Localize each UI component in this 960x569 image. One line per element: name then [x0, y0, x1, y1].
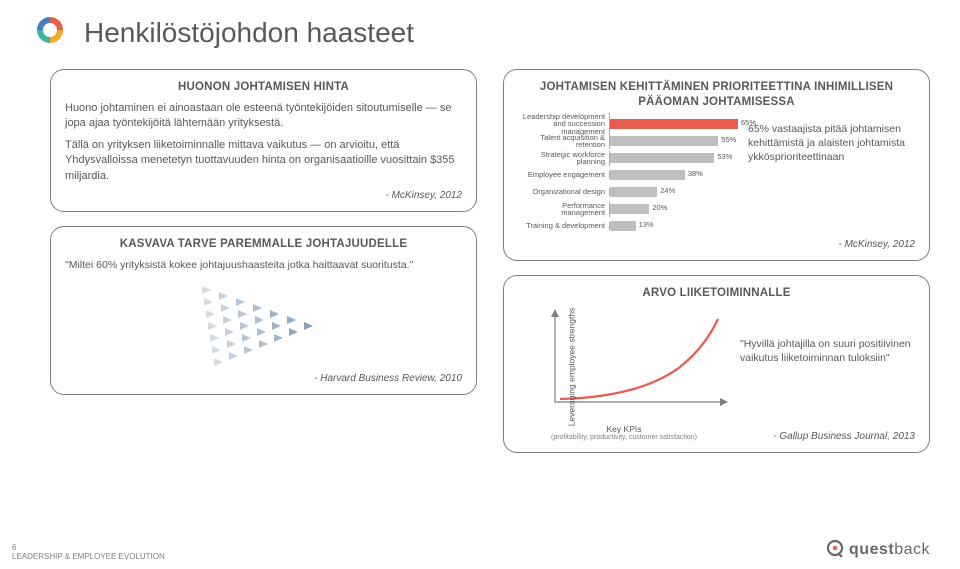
bar-area: 24%	[610, 186, 738, 198]
bar-label: Employee engagement	[518, 171, 610, 179]
curve-chart: Leveraging employee strengths Key KPIs (…	[518, 307, 730, 427]
card-body: Huono johtaminen ei ainoastaan ole estee…	[65, 101, 462, 184]
card-title: JOHTAMISEN KEHITTÄMINEN PRIORITEETTINA I…	[518, 80, 915, 110]
bar-area: 13%	[610, 220, 738, 232]
speech-bubble-icon	[825, 539, 845, 561]
card-title: HUONON JOHTAMISEN HINTA	[65, 80, 462, 95]
right-column: JOHTAMISEN KEHITTÄMINEN PRIORITEETTINA I…	[503, 69, 930, 453]
paragraph: Huono johtaminen ei ainoastaan ole estee…	[65, 101, 462, 132]
bar-label: Organizational design	[518, 188, 610, 196]
bar-value: 53%	[717, 152, 732, 161]
citation: - McKinsey, 2012	[518, 239, 915, 250]
x-axis-sublabel: (profitability, productivity, customer s…	[518, 434, 730, 441]
chart-aside: 65% vastaajista pitää johtamisen kehittä…	[748, 116, 915, 235]
bar	[610, 170, 685, 180]
bar-value: 13%	[639, 220, 654, 229]
citation: - McKinsey, 2012	[65, 190, 462, 201]
bar	[610, 136, 718, 146]
card-priority-barchart: JOHTAMISEN KEHITTÄMINEN PRIORITEETTINA I…	[503, 69, 930, 261]
brand-rest: back	[894, 541, 930, 558]
paragraph: Tällä on yrityksen liiketoiminnalle mitt…	[65, 138, 462, 184]
bar-row: Employee engagement 38%	[518, 167, 738, 184]
logo-ring-icon	[30, 10, 70, 55]
bar-area: 20%	[610, 203, 738, 215]
bar-label: Strategic workforce planning	[518, 151, 610, 167]
bar-label: Talent acquisition & retention	[518, 134, 610, 150]
card-growing-need: KASVAVA TARVE PAREMMALLE JOHTAJUUDELLE "…	[50, 226, 477, 395]
citation: - Harvard Business Review, 2010	[65, 373, 462, 384]
bar-chart: Leadership development and succession ma…	[518, 116, 738, 235]
bar-area: 65%	[610, 118, 738, 130]
bar	[610, 187, 657, 197]
page-title: Henkilöstöjohdon haasteet	[84, 17, 414, 49]
card-title: ARVO LIIKETOIMINNALLE	[518, 286, 915, 301]
bar-value: 65%	[741, 118, 756, 127]
quote-text: "Miltei 60% yrityksistä kokee johtajuush…	[65, 258, 462, 273]
bar-area: 53%	[610, 152, 738, 164]
curve-aside: "Hyvillä johtajilla on suuri positiivine…	[740, 307, 915, 427]
brand-text: questback	[849, 541, 930, 559]
bar-value: 20%	[652, 203, 667, 212]
bar-value: 55%	[721, 135, 736, 144]
bar-label: Training & development	[518, 222, 610, 230]
bar-area: 38%	[610, 169, 738, 181]
page-footer: 6 LEADERSHIP & EMPLOYEE EVOLUTION questb…	[0, 539, 960, 561]
page-header: Henkilöstöjohdon haasteet	[0, 0, 960, 59]
y-axis-label: Leveraging employee strengths	[566, 308, 576, 427]
bar-row: Performance management 20%	[518, 201, 738, 218]
bar-row: Strategic workforce planning 53%	[518, 150, 738, 167]
bar	[610, 119, 738, 129]
bar-area: 55%	[610, 135, 738, 147]
card-title: KASVAVA TARVE PAREMMALLE JOHTAJUUDELLE	[65, 237, 462, 252]
bar	[610, 153, 714, 163]
bar-row: Talent acquisition & retention 55%	[518, 133, 738, 150]
footer-left: 6 LEADERSHIP & EMPLOYEE EVOLUTION	[12, 543, 165, 561]
card-business-value: ARVO LIIKETOIMINNALLE Leveraging employe…	[503, 275, 930, 453]
bar-row: Leadership development and succession ma…	[518, 116, 738, 133]
bar	[610, 204, 649, 214]
footer-tag: LEADERSHIP & EMPLOYEE EVOLUTION	[12, 552, 165, 561]
bar-label: Performance management	[518, 202, 610, 218]
bar-value: 24%	[660, 186, 675, 195]
content-grid: HUONON JOHTAMISEN HINTA Huono johtaminen…	[0, 59, 960, 453]
bar-row: Training & development 13%	[518, 218, 738, 235]
brand-bold: quest	[849, 541, 894, 558]
card-bad-leadership-cost: HUONON JOHTAMISEN HINTA Huono johtaminen…	[50, 69, 477, 212]
bar-value: 38%	[688, 169, 703, 178]
bar	[610, 221, 636, 231]
bar-row: Organizational design 24%	[518, 184, 738, 201]
left-column: HUONON JOHTAMISEN HINTA Huono johtaminen…	[50, 69, 477, 453]
page-number: 6	[12, 543, 165, 552]
particle-triangle-icon	[194, 279, 334, 369]
x-axis-label: Key KPIs	[518, 424, 730, 434]
brand-logo: questback	[825, 539, 930, 561]
